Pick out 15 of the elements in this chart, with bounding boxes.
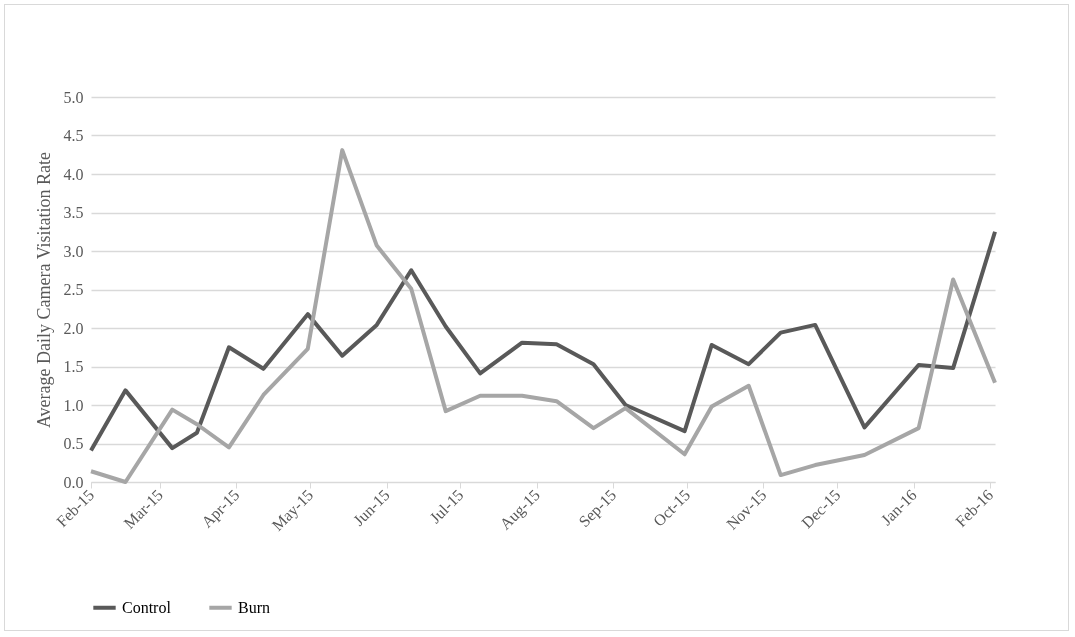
y-tick-label: 4.0 <box>63 165 84 183</box>
line-series <box>89 229 997 453</box>
y-tick-label: 0.5 <box>63 435 84 452</box>
legend-label: Burn <box>238 598 270 616</box>
y-tick-label: 0.0 <box>63 473 84 491</box>
y-tick-label: 4.5 <box>63 127 84 144</box>
y-tick-label: 5.0 <box>63 88 84 106</box>
y-axis-title: Average Daily Camera Visitation Rate <box>33 151 54 429</box>
y-tick-label: 2.5 <box>63 281 84 298</box>
legend-label: Control <box>122 598 172 616</box>
y-tick-label: 1.0 <box>63 396 84 414</box>
y-tick-label: 1.5 <box>63 358 84 375</box>
y-tick-label: 2.0 <box>63 319 84 337</box>
y-tick-label: 3.5 <box>63 204 84 221</box>
y-tick-label: 3.0 <box>63 242 84 260</box>
